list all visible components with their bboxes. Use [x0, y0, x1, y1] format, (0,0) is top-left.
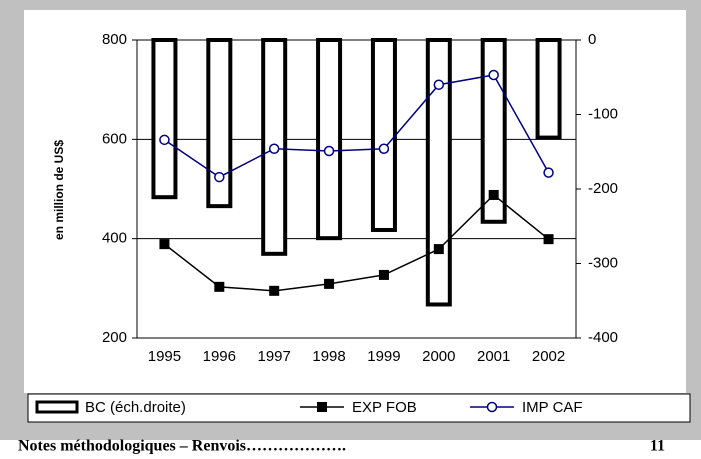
y2-tick-label: -300 [588, 254, 618, 271]
marker [378, 269, 389, 280]
x-tick-label: 2002 [532, 348, 565, 365]
legend-swatch [35, 400, 79, 414]
x-tick-label: 2001 [477, 348, 510, 365]
y2-tick-label: -400 [588, 329, 618, 346]
bar [425, 38, 452, 307]
marker [488, 189, 499, 200]
bar [316, 38, 343, 241]
bar [535, 38, 562, 140]
y2-tick-label: -200 [588, 180, 618, 197]
y-tick-label: 400 [102, 230, 127, 247]
legend [27, 393, 691, 423]
marker [433, 79, 445, 90]
marker [214, 281, 225, 292]
x-tick-label: 1999 [367, 348, 400, 365]
marker [488, 69, 499, 81]
x-tick-label: 2000 [422, 348, 455, 365]
legend-label: BC (éch.droite) [85, 399, 186, 416]
x-tick-label: 1997 [258, 348, 291, 365]
bar [206, 38, 233, 209]
marker [324, 278, 335, 289]
legend-marker [486, 401, 498, 413]
marker [159, 134, 170, 146]
legend-label: IMP CAF [522, 399, 583, 416]
marker [543, 167, 554, 178]
x-tick-label: 1996 [203, 348, 236, 365]
marker [378, 143, 390, 155]
x-tick-label: 1995 [148, 348, 181, 365]
marker [159, 239, 170, 250]
footer-text: Notes méthodologiques – Renvois………………. [18, 438, 346, 455]
legend-marker [317, 402, 327, 412]
y-axis-label: en million de US$ [52, 140, 66, 240]
marker [433, 244, 444, 255]
marker [269, 285, 280, 296]
marker [543, 234, 554, 245]
y-tick-label: 200 [102, 329, 127, 346]
bar [370, 38, 397, 232]
x-tick-label: 1998 [312, 348, 345, 365]
legend-label: EXP FOB [352, 399, 417, 416]
marker [268, 143, 280, 155]
y-tick-label: 800 [102, 31, 127, 48]
marker [323, 145, 335, 157]
line [164, 74, 550, 178]
bar [151, 38, 178, 200]
line [163, 193, 550, 292]
y-tick-label: 600 [102, 130, 127, 147]
marker [214, 171, 225, 183]
y2-tick-label: 0 [588, 31, 596, 48]
y2-tick-label: -100 [588, 105, 618, 122]
footer-page: 11 [650, 438, 665, 455]
